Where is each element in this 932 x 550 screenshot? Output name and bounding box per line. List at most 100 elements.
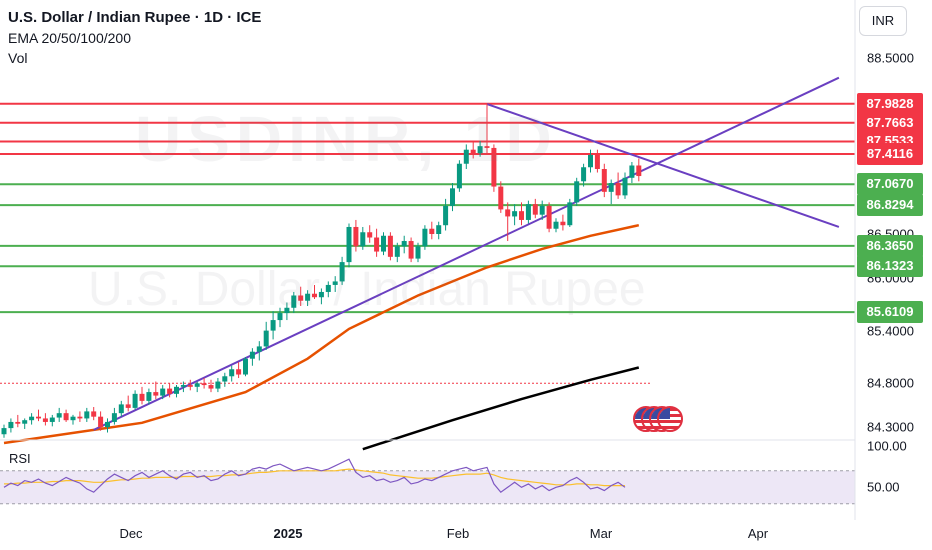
candle [70, 414, 76, 425]
candle-body [167, 388, 173, 394]
candle [270, 311, 276, 340]
candle-body [429, 228, 435, 234]
candle-body [360, 232, 366, 247]
candle-body [353, 226, 359, 247]
candle [622, 172, 628, 199]
economic-events-marker[interactable] [633, 406, 693, 436]
candle-body [84, 411, 90, 419]
indicator-volume-label[interactable]: Vol [8, 50, 28, 66]
price-axis[interactable]: 88.500086.500086.000085.400084.800084.30… [855, 0, 932, 550]
candle-body [291, 295, 297, 308]
price-tick-label: 85.4000 [867, 323, 914, 339]
candle-body [284, 307, 290, 314]
candle [208, 379, 214, 393]
candle-body [525, 204, 531, 220]
candle [256, 341, 262, 361]
candle [484, 104, 490, 155]
candle [546, 202, 552, 233]
candle-body [367, 232, 373, 238]
candle [360, 226, 366, 250]
candle [36, 409, 41, 422]
candle-body [477, 146, 483, 154]
watermark-ticker: USDINR, 1D [135, 103, 558, 175]
candle [77, 411, 83, 422]
candle-body [498, 186, 504, 210]
candle-body [305, 293, 311, 301]
candle [353, 219, 359, 252]
candle-body [215, 381, 221, 389]
candle [105, 418, 110, 433]
candle-body [491, 147, 497, 187]
candle [312, 284, 317, 299]
rsi-panel [0, 458, 855, 505]
candle-body [601, 169, 607, 192]
candle [394, 242, 400, 263]
candle [374, 228, 380, 257]
candle-body [470, 149, 476, 154]
currency-button[interactable]: INR [859, 6, 907, 36]
rsi-tick-label: 100.00 [867, 438, 907, 454]
candle-body [532, 204, 538, 215]
trend-line [93, 76, 840, 431]
time-axis[interactable]: Dec 2025 Feb Mar Apr [0, 520, 855, 550]
candle [1, 424, 7, 438]
symbol-title[interactable]: U.S. Dollar / Indian Rupee · 1D · ICE [8, 9, 262, 26]
candles [1, 104, 642, 438]
candle [422, 225, 428, 250]
candle [249, 348, 255, 366]
candle [339, 256, 345, 285]
candle [243, 356, 248, 377]
price-tick-label: 84.8000 [867, 375, 914, 391]
candle [63, 409, 69, 422]
candle [470, 140, 476, 159]
candle [167, 383, 173, 398]
candle [132, 390, 138, 410]
candle-body [249, 351, 255, 359]
candle [29, 413, 35, 425]
candle [325, 281, 331, 298]
candle [174, 385, 179, 398]
candle [581, 163, 587, 187]
candle [381, 232, 386, 256]
candle-body [194, 383, 200, 387]
candle [367, 225, 373, 243]
candle-body [325, 284, 331, 292]
candle [553, 218, 559, 233]
candle-body [229, 369, 235, 377]
candle-body [105, 421, 110, 428]
rsi-tick-label: 50.00 [867, 479, 900, 495]
candle-body [450, 188, 455, 206]
candle-body [118, 404, 124, 414]
candle [588, 149, 593, 173]
indicator-ema-label[interactable]: EMA 20/50/100/200 [8, 30, 131, 46]
price-level-badge: 86.8294 [857, 194, 923, 217]
candle-body [49, 417, 55, 422]
candle-body [594, 154, 600, 170]
candle-body [263, 330, 269, 347]
candle-body [436, 225, 442, 234]
candle-body [8, 421, 14, 429]
price-tick-label: 84.3000 [867, 419, 914, 435]
candle-body [608, 183, 614, 192]
candle-body [277, 313, 283, 321]
candle [636, 158, 642, 182]
candle-body [519, 211, 524, 220]
candle [456, 160, 462, 192]
rsi-ma-line [4, 468, 625, 487]
candle-body [187, 385, 193, 387]
candle-body [512, 211, 518, 217]
candle-body [139, 393, 145, 401]
price-level-badge: 85.6109 [857, 301, 923, 324]
candle-body [29, 416, 35, 421]
time-tick-label: Apr [747, 526, 769, 541]
rsi-label[interactable]: RSI [9, 451, 31, 466]
candle-body [539, 205, 545, 215]
trend-lines [93, 76, 840, 431]
candle-body [629, 165, 635, 178]
candle-body [318, 291, 324, 298]
candle [450, 183, 455, 212]
candle-body [236, 369, 242, 375]
candle [567, 198, 573, 227]
us-flag-icon[interactable] [657, 406, 683, 432]
